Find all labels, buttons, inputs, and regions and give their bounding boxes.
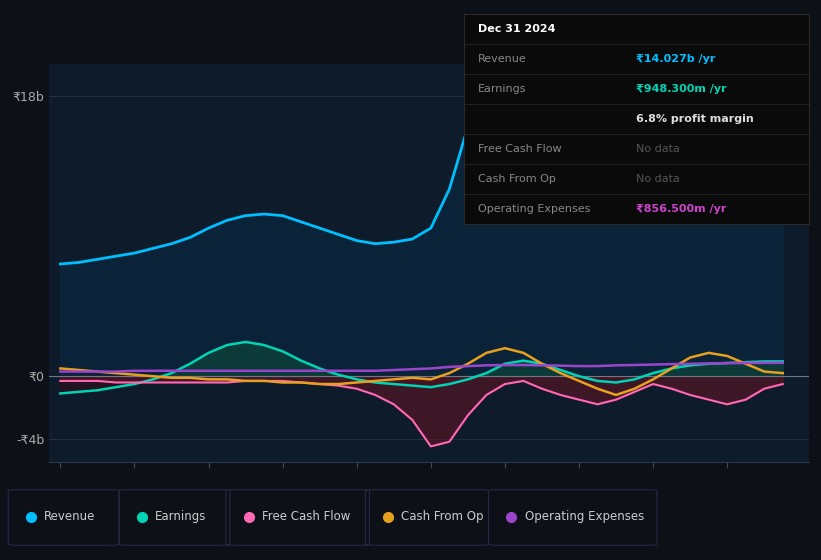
- Text: Operating Expenses: Operating Expenses: [478, 204, 590, 214]
- Text: Operating Expenses: Operating Expenses: [525, 510, 644, 523]
- Text: Free Cash Flow: Free Cash Flow: [478, 144, 562, 154]
- Text: No data: No data: [636, 174, 680, 184]
- Text: Earnings: Earnings: [478, 84, 526, 94]
- Text: 6.8% profit margin: 6.8% profit margin: [636, 114, 754, 124]
- Text: Earnings: Earnings: [155, 510, 207, 523]
- Text: ₹14.027b /yr: ₹14.027b /yr: [636, 54, 716, 64]
- Text: Cash From Op: Cash From Op: [478, 174, 556, 184]
- Text: No data: No data: [636, 144, 680, 154]
- Text: Revenue: Revenue: [478, 54, 526, 64]
- Text: Dec 31 2024: Dec 31 2024: [478, 24, 555, 34]
- Text: Revenue: Revenue: [44, 510, 96, 523]
- Text: ₹948.300m /yr: ₹948.300m /yr: [636, 84, 727, 94]
- Text: ₹856.500m /yr: ₹856.500m /yr: [636, 204, 727, 214]
- Text: Free Cash Flow: Free Cash Flow: [262, 510, 351, 523]
- Text: Cash From Op: Cash From Op: [401, 510, 484, 523]
